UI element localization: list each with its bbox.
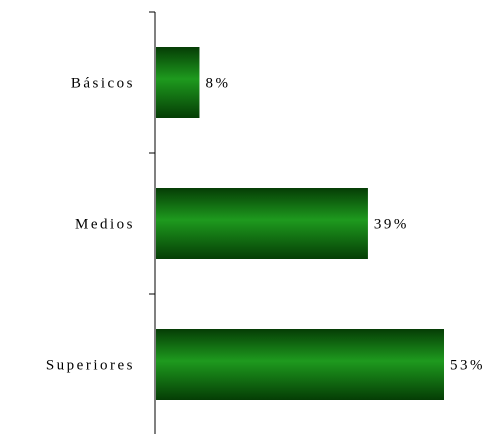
bar-basicos [156,47,200,118]
bar-medios [156,188,368,259]
bars-group [156,47,444,400]
data-label: 8% [205,76,230,92]
category-label: Básicos [71,76,135,92]
y-axis-ticks [149,11,155,295]
bar-superiores [156,329,444,400]
category-label: Superiores [46,358,135,374]
data-label: 53% [450,358,485,374]
category-label: Medios [75,217,135,233]
category-labels: Básicos Medios Superiores [46,76,135,374]
data-label: 39% [374,217,409,233]
data-labels: 8% 39% 53% [205,76,485,374]
